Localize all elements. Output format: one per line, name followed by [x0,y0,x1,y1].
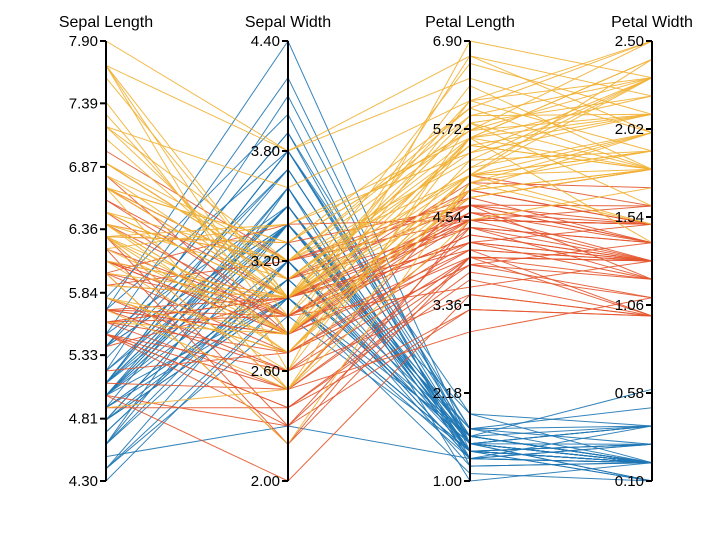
series-1-line-29 [105,294,653,372]
series-1-line-47 [105,234,653,317]
series-2-line-48 [105,77,653,250]
axis-title-2: Petal Length [425,14,515,31]
series-0-line-42 [105,260,653,470]
axis-title-0: Sepal Length [59,14,153,31]
polylines-layer [105,39,653,482]
series-2-line-11 [105,150,653,354]
axis-1-tick-label-0: 2.00 [251,473,280,490]
series-1-line-48 [105,297,653,390]
series-1-line-49 [105,249,653,335]
series-2-line-31 [105,40,653,152]
axis-2-tick-label-0: 1.00 [433,473,462,490]
axis-0-tick-label-7: 7.90 [69,33,98,50]
series-2-line-22 [105,55,653,336]
series-0-line-46 [105,150,653,464]
axis-0-tick-label-3: 5.84 [69,285,98,302]
series-2-line-9 [105,40,653,189]
series-2-line-40 [105,58,653,280]
axis-2-tick-label-5: 6.90 [433,33,462,50]
series-2-line-49 [105,168,653,299]
series-2-line-25 [105,107,653,262]
series-1-line-37 [105,226,653,427]
series-2-line-21 [105,132,653,335]
series-1-line-31 [105,279,653,409]
series-2-line-19 [105,182,653,446]
series-0-line-41 [105,425,653,460]
axis-title-3: Petal Width [611,14,693,31]
axis-3-tick-label-1: 0.58 [615,385,644,402]
axis-2-tick-label-3: 4.54 [433,209,462,226]
axis-0-tick-label-6: 7.39 [69,95,98,112]
axis-1-tick-label-3: 3.80 [251,143,280,160]
axis-1-tick-label-4: 4.40 [251,33,280,50]
axis-2-tick-label-2: 3.36 [433,297,462,314]
axis-2-tick-label-4: 5.72 [433,121,462,138]
axis-0-tick-label-0: 4.30 [69,473,98,490]
series-0-line-13 [105,296,653,482]
series-2-line-17 [105,55,653,152]
series-2-line-42 [105,150,653,354]
series-2-line-34 [105,137,653,372]
series-1-line-45 [105,241,653,311]
axis-3-tick-label-5: 2.50 [615,33,644,50]
axes-layer: Sepal Length 4.30 4.81 5.33 5.84 6.36 6.87 7.39… [59,14,693,490]
axis-2-tick-label-1: 2.18 [433,385,462,402]
series-2-line-0 [105,40,653,244]
series-1-line-40 [105,226,653,372]
series-2-line-37 [105,144,653,280]
series-0-line-48 [105,168,653,464]
series-0-line-43 [105,205,653,437]
series-2-line-35 [105,65,653,299]
axis-0-tick-label-4: 6.36 [69,221,98,238]
axis-1-tick-label-2: 3.20 [251,253,280,270]
axis-1-tick-label-1: 2.60 [251,363,280,380]
series-1-line-39 [105,256,653,390]
series-0-line-10 [105,168,653,464]
series-2-line-29 [105,122,653,299]
series-2-line-41 [105,77,653,280]
series-2-line-46 [105,150,653,390]
axis-0-tick-label-2: 5.33 [69,347,98,364]
axis-3-tick-label-2: 1.06 [615,297,644,314]
series-1-line-43 [105,308,653,427]
series-2-line-47 [105,132,653,299]
axis-3-tick-label-3: 1.54 [615,209,644,226]
axis-title-1: Sepal Width [245,14,331,31]
axis-0-tick-label-5: 6.87 [69,159,98,176]
series-2-line-44 [105,40,653,244]
axis-3-tick-label-4: 2.02 [615,121,644,138]
axis-0-tick-label-1: 4.81 [69,411,98,428]
axis-3-tick-label-0: 0.10 [615,473,644,490]
series-2-line-38 [105,168,653,299]
